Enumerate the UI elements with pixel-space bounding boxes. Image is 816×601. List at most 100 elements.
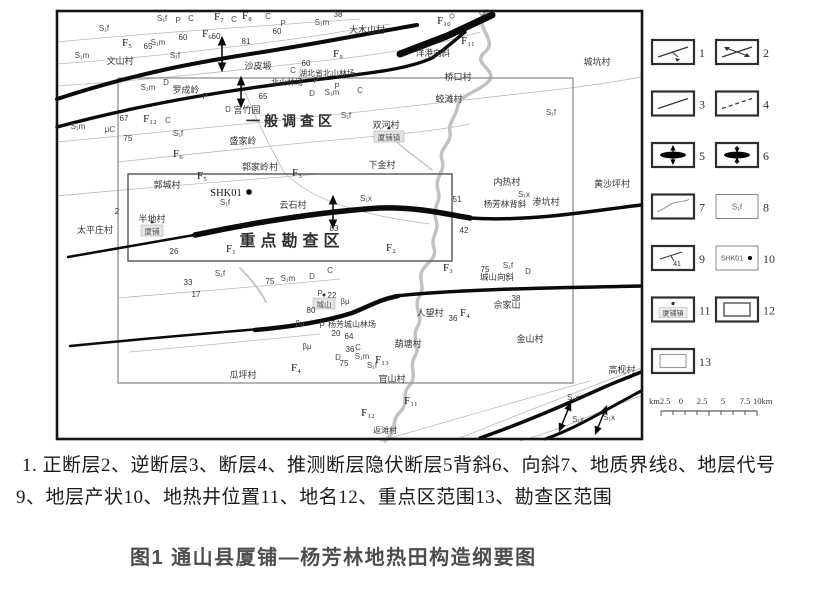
normal-fault-icon	[657, 46, 689, 58]
map-label: 湖北省北山林场	[299, 68, 355, 78]
map-label: P	[313, 76, 318, 85]
faults	[55, 11, 643, 441]
map-label: 郭家岭村	[242, 161, 278, 172]
map-label: S₁f	[220, 198, 231, 207]
legend-item-key-area	[714, 296, 760, 323]
scale-label: 7.5	[740, 396, 751, 406]
map-label: S₁f	[99, 24, 110, 33]
map-label: 文山村	[106, 55, 133, 66]
map-label: 64	[345, 332, 354, 341]
map-label: S₁x	[567, 393, 579, 402]
map-label: 瓜坪村	[229, 369, 256, 380]
map-label: 葫塘村	[394, 338, 421, 349]
fault-label: F₃	[292, 167, 302, 179]
map-label: D	[335, 353, 341, 362]
map-label: 65	[144, 42, 153, 51]
map-label: S₁m	[355, 352, 370, 361]
map-label: 黄沙坪村	[594, 178, 630, 189]
map-label: 51	[453, 195, 462, 204]
fault-label: F₉	[333, 48, 343, 60]
map-label: 大木山村	[349, 24, 385, 35]
scale-label: km2.5	[649, 396, 671, 406]
map-label: 38	[512, 294, 521, 303]
fold-arrow	[236, 75, 246, 109]
legend-arrowhead	[670, 159, 676, 165]
map-label: 官山村	[378, 373, 405, 384]
legend-box	[714, 90, 760, 117]
map-label: 75	[266, 277, 275, 286]
map-label: D	[309, 272, 315, 281]
legend-item-fault	[650, 90, 696, 117]
strat-code-sample: S₁f	[732, 203, 743, 212]
river-path	[383, 9, 493, 443]
map-label: D	[225, 105, 231, 114]
map-label: βμ	[295, 319, 305, 328]
map-label: 36	[449, 314, 458, 323]
survey-area-box	[117, 77, 574, 384]
map-label: 宫竹园	[233, 104, 260, 115]
place-badge-dot	[150, 220, 154, 224]
geo-boundary-line	[117, 123, 471, 163]
geo-boundary-line	[519, 395, 642, 442]
legend-number: 13	[699, 355, 711, 369]
fault-label: F₄	[291, 362, 301, 374]
map-label: 云石村	[279, 199, 306, 210]
map-label: P	[319, 321, 324, 330]
syncline-icon	[724, 151, 750, 159]
map-label: S₁x	[603, 413, 615, 422]
map-label: S₁f	[173, 129, 184, 138]
caption-line-2: 9、地层产状10、地热井位置11、地名12、重点区范围13、勘查区范围	[16, 487, 613, 508]
map-label: 高枧村	[608, 364, 635, 375]
place-badge-dot	[387, 126, 391, 130]
fold-arrow	[558, 401, 572, 433]
fault-label: F₅	[197, 170, 207, 182]
map-label: 下金村	[368, 159, 395, 170]
map-label: 城山向斜	[480, 272, 515, 282]
legend-box	[715, 194, 759, 219]
map-label: 36	[346, 345, 355, 354]
map-label: 金山村	[516, 333, 543, 344]
map-label: P	[317, 289, 322, 298]
map-label: 22	[328, 291, 337, 300]
legend-number: 11	[699, 304, 711, 318]
attitude-icon	[659, 251, 683, 260]
fault-label: F₃	[443, 262, 453, 274]
map-label: C	[355, 343, 361, 352]
fault-label: F₁	[226, 243, 236, 255]
map-label: 38	[334, 10, 343, 19]
figure-title: 图1 通山县厦铺—杨芳林地热田构造纲要图	[130, 547, 537, 569]
map-label: P	[175, 16, 180, 25]
fold-arrow	[217, 35, 227, 73]
map-label: 沙皮塅	[244, 60, 271, 71]
fault-line	[66, 232, 202, 259]
map-label: 67	[120, 114, 129, 123]
map-label: 渗坑村	[532, 196, 559, 207]
geo-boundary-line	[56, 23, 391, 65]
map-label: S₁f	[546, 108, 557, 117]
legend-item-survey-area	[650, 347, 696, 375]
scale-label: 2.5	[697, 396, 708, 406]
map-label: S₁f	[215, 269, 226, 278]
fault-label: F₅	[122, 37, 132, 49]
map-label: 厦铺	[145, 226, 160, 236]
fold-arrow	[594, 404, 608, 436]
legend-box	[714, 296, 760, 323]
geo-boundary-line	[56, 76, 642, 143]
legend-item-place: 厦铺镇	[650, 296, 696, 323]
geo-boundary-line	[454, 367, 642, 441]
map-label: 太平庄村	[77, 224, 113, 235]
caption-line-1: 1. 正断层2、逆断层3、断层4、推测断层隐伏断层5背斜6、向斜7、地质界线8、…	[22, 455, 776, 476]
map-label: S₁m	[315, 18, 330, 27]
map-label: S₁f	[170, 51, 181, 60]
legend-number: 2	[763, 46, 769, 60]
place-sample-label: 厦铺镇	[663, 309, 684, 318]
geo-boundary-icon	[656, 199, 690, 212]
map-label: 83	[330, 224, 339, 233]
legend-number: 9	[699, 252, 705, 266]
fault-line	[393, 284, 643, 298]
fault-line	[478, 370, 643, 440]
fault-line	[68, 327, 262, 348]
